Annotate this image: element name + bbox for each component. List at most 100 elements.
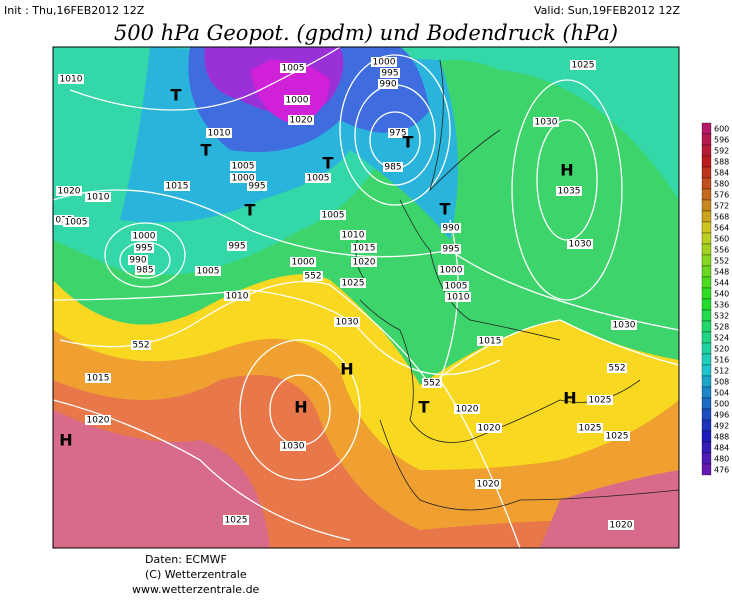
colorbar-label: 528 bbox=[714, 323, 729, 332]
label-box bbox=[454, 404, 480, 414]
pink-zone-east bbox=[540, 470, 679, 548]
label-box bbox=[247, 181, 267, 191]
isobar-label: 1000 bbox=[292, 258, 315, 268]
colorbar-label: 568 bbox=[714, 213, 729, 222]
colorbar-swatch bbox=[701, 397, 712, 410]
colorbar-swatch bbox=[701, 177, 712, 190]
pressure-center: T bbox=[419, 398, 430, 417]
colorbar-label: 552 bbox=[714, 257, 729, 266]
colorbar-label: 480 bbox=[714, 455, 729, 464]
colorbar-swatch bbox=[701, 210, 712, 223]
isobar-label: 1000 bbox=[133, 232, 156, 242]
pressure-center: H bbox=[340, 360, 353, 379]
pressure-center: H bbox=[563, 389, 576, 408]
label-box bbox=[611, 320, 637, 330]
label-box bbox=[131, 340, 151, 350]
isobar-label: 995 bbox=[135, 244, 152, 254]
label-box bbox=[443, 281, 469, 291]
isobar-label: 1015 bbox=[87, 374, 110, 384]
isobar-label: 1000 bbox=[373, 58, 396, 68]
colorbar-label: 520 bbox=[714, 345, 729, 354]
colorbar-label: 572 bbox=[714, 202, 729, 211]
label-box bbox=[134, 243, 154, 253]
isobar-label: 1020 bbox=[58, 187, 81, 197]
colorbar-swatch bbox=[701, 199, 712, 212]
label-box bbox=[351, 257, 377, 267]
map-frame bbox=[52, 46, 680, 549]
label-box bbox=[230, 173, 256, 183]
label-box bbox=[388, 128, 408, 138]
colorbar-swatch bbox=[701, 155, 712, 168]
isobars bbox=[53, 47, 679, 548]
label-box bbox=[445, 292, 471, 302]
isobar-label: 1010 bbox=[226, 292, 249, 302]
colorbar-label: 476 bbox=[714, 466, 729, 475]
isobar-label: 552 bbox=[132, 341, 149, 351]
label-box bbox=[608, 520, 634, 530]
label-box bbox=[290, 257, 316, 267]
isobar-label: 1025 bbox=[572, 61, 595, 71]
isobar-label: 1010 bbox=[342, 231, 365, 241]
label-box bbox=[288, 115, 314, 125]
colorbar-label: 536 bbox=[714, 301, 729, 310]
colorbar-label: 592 bbox=[714, 147, 729, 156]
isobar-label: 1025 bbox=[606, 432, 629, 442]
isobar-label: 1030 bbox=[282, 442, 305, 452]
colorbar-swatch bbox=[701, 364, 712, 377]
map-title: 500 hPa Geopot. (gpdm) und Bodendruck (h… bbox=[114, 21, 618, 45]
isobar-label: 1015 bbox=[353, 244, 376, 254]
colorbar-swatch bbox=[701, 166, 712, 179]
colorbar-swatch bbox=[701, 342, 712, 355]
colorbar-swatch bbox=[701, 188, 712, 201]
isobar-label: 1030 bbox=[569, 240, 592, 250]
colorbar-label: 600 bbox=[714, 125, 729, 134]
magenta-zone bbox=[250, 60, 330, 125]
isobar-label: 552 bbox=[423, 379, 440, 389]
isobar-label: 552 bbox=[608, 364, 625, 374]
label-box bbox=[135, 265, 155, 275]
label-box bbox=[230, 161, 256, 171]
label-box bbox=[438, 265, 464, 275]
colorbar-swatch bbox=[701, 353, 712, 366]
colorbar-swatch bbox=[701, 452, 712, 465]
colorbar-swatch bbox=[701, 133, 712, 146]
label-box bbox=[305, 173, 331, 183]
isobar-label: 1025 bbox=[589, 396, 612, 406]
colorbar-label: 532 bbox=[714, 312, 729, 321]
label-box bbox=[164, 181, 190, 191]
colorbar-label: 556 bbox=[714, 246, 729, 255]
label-box bbox=[227, 241, 247, 251]
map bbox=[53, 47, 679, 548]
colorbar-swatch bbox=[701, 331, 712, 344]
label-box bbox=[475, 479, 501, 489]
isobar-label: 1005 bbox=[307, 174, 330, 184]
isobar-label: 990 bbox=[379, 80, 396, 90]
label-box bbox=[223, 515, 249, 525]
pressure-center: T bbox=[403, 133, 414, 152]
isobar-label: 1005 bbox=[65, 218, 88, 228]
isobar-label: 1030 bbox=[613, 321, 636, 331]
label-box bbox=[224, 291, 250, 301]
isobar-label: 1020 bbox=[290, 116, 313, 126]
label-box bbox=[604, 431, 630, 441]
isobar-label: 1015 bbox=[166, 182, 189, 192]
isobar-label: 995 bbox=[442, 245, 459, 255]
isobar-label: 1025 bbox=[579, 424, 602, 434]
label-box bbox=[477, 336, 503, 346]
colorbar-swatch bbox=[701, 375, 712, 388]
label-box bbox=[280, 63, 306, 73]
label-box bbox=[128, 255, 148, 265]
isobar-label: 1020 bbox=[353, 258, 376, 268]
colorbar-label: 544 bbox=[714, 279, 729, 288]
isobar-label: 1035 bbox=[558, 187, 581, 197]
label-box bbox=[476, 423, 502, 433]
label-box bbox=[63, 217, 89, 227]
isoline-552 bbox=[59, 280, 679, 386]
isobar-label: 995 bbox=[228, 242, 245, 252]
isobar-label: 1030 bbox=[336, 318, 359, 328]
colorbar-swatch bbox=[701, 144, 712, 157]
isobar-label: 552 bbox=[304, 272, 321, 282]
pink-zone bbox=[53, 410, 270, 548]
label-box bbox=[351, 243, 377, 253]
colorbar-swatch bbox=[701, 441, 712, 454]
